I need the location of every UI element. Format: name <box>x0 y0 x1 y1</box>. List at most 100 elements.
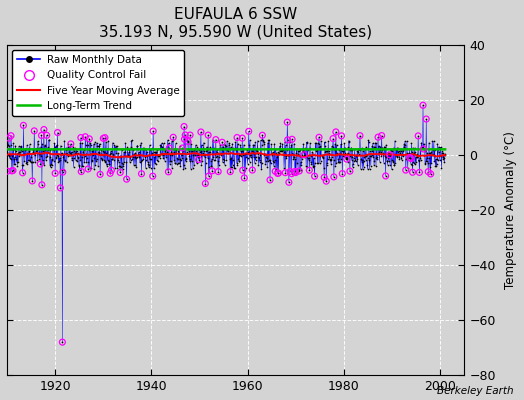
Point <box>74 155 83 162</box>
Point <box>421 160 429 166</box>
Point <box>407 155 415 162</box>
Point <box>17 144 25 150</box>
Point <box>294 166 303 173</box>
Point <box>238 148 246 154</box>
Point <box>60 167 68 173</box>
Point <box>5 135 13 142</box>
Point <box>352 158 360 164</box>
Point <box>411 154 420 160</box>
Point <box>343 154 351 161</box>
Point <box>89 146 97 152</box>
Point <box>308 149 316 155</box>
Point <box>393 153 401 159</box>
Point <box>126 154 135 160</box>
Point <box>293 160 301 166</box>
Point <box>99 135 107 142</box>
Point <box>383 158 391 164</box>
Point <box>367 152 376 158</box>
Point <box>373 156 381 162</box>
Point <box>42 154 50 160</box>
Point <box>312 147 320 154</box>
Point <box>233 134 241 141</box>
Point <box>255 154 264 161</box>
Point <box>58 339 67 345</box>
Point <box>84 159 93 165</box>
Point <box>377 149 385 155</box>
Point <box>38 157 47 163</box>
Point <box>309 162 317 169</box>
Point <box>380 143 389 150</box>
Point <box>6 150 14 157</box>
Point <box>107 148 115 155</box>
Point <box>258 142 266 148</box>
Point <box>137 170 146 177</box>
Point <box>32 145 41 151</box>
Point <box>141 146 149 152</box>
Point <box>169 134 178 140</box>
Point <box>216 142 224 148</box>
Point <box>224 150 232 156</box>
Point <box>358 145 366 151</box>
Point <box>165 145 173 151</box>
Point <box>312 140 320 146</box>
Point <box>252 154 260 160</box>
Point <box>54 151 63 157</box>
Point <box>274 170 282 176</box>
Point <box>170 157 178 163</box>
Point <box>391 152 400 158</box>
Point <box>42 132 51 138</box>
Point <box>371 140 379 146</box>
Point <box>200 154 209 160</box>
Point <box>80 151 88 158</box>
Point <box>109 152 117 158</box>
Point <box>12 156 20 162</box>
Point <box>207 162 215 169</box>
Point <box>356 132 364 139</box>
Point <box>392 145 401 151</box>
Point <box>227 164 235 170</box>
Point <box>46 162 54 168</box>
Point <box>180 136 189 142</box>
Point <box>410 150 418 156</box>
Point <box>288 136 296 142</box>
Point <box>161 146 170 153</box>
Point <box>53 129 62 136</box>
Point <box>312 147 321 153</box>
Point <box>31 152 40 158</box>
Point <box>206 158 215 164</box>
Point <box>242 150 250 157</box>
Point <box>281 170 289 176</box>
Point <box>429 147 438 153</box>
Point <box>210 150 219 157</box>
Point <box>160 157 169 164</box>
Point <box>18 162 26 168</box>
Point <box>281 170 289 176</box>
Point <box>301 154 309 160</box>
Point <box>178 145 187 151</box>
Point <box>90 166 99 173</box>
Point <box>234 158 243 164</box>
Point <box>149 128 157 134</box>
Point <box>403 164 412 171</box>
Point <box>149 149 158 156</box>
Point <box>297 166 305 173</box>
Point <box>215 154 224 160</box>
Point <box>264 158 272 165</box>
Point <box>250 142 258 148</box>
Point <box>171 140 180 147</box>
Point <box>417 146 425 152</box>
Point <box>202 144 211 150</box>
Point <box>180 123 188 130</box>
Point <box>275 150 283 157</box>
Point <box>279 151 288 157</box>
Point <box>381 144 389 150</box>
Point <box>309 164 318 170</box>
Point <box>182 156 190 162</box>
Point <box>133 142 141 149</box>
Point <box>181 165 189 172</box>
Point <box>7 132 15 139</box>
Point <box>381 173 390 179</box>
Point <box>204 132 212 138</box>
Point <box>140 145 148 152</box>
Point <box>319 154 328 160</box>
